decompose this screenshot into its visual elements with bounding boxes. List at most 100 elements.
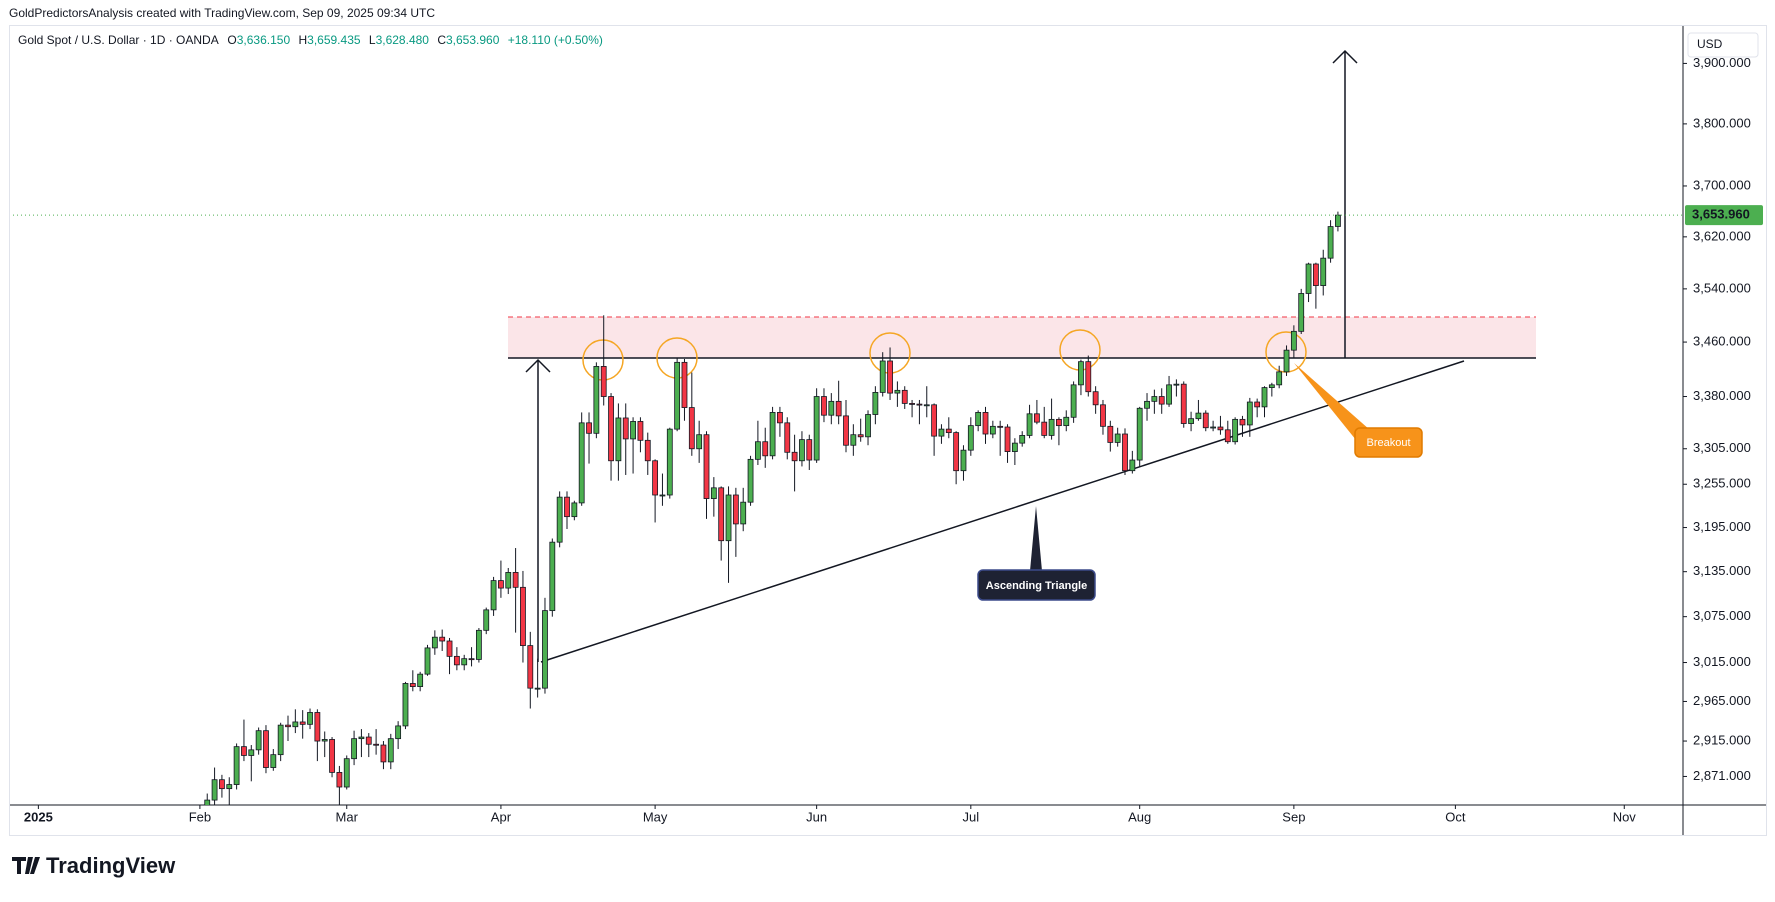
symbol: Gold Spot / U.S. Dollar · 1D · OANDA (18, 33, 219, 47)
candle-body (1232, 418, 1239, 443)
candle-body (351, 738, 357, 760)
x-tick-label: May (643, 809, 668, 824)
ohlc-value: 3,628.480 (376, 33, 430, 47)
y-tick-label: 3,460.000 (1693, 334, 1751, 349)
candle-body (321, 739, 328, 742)
candle-body (1305, 263, 1312, 294)
y-tick-label: 3,015.000 (1693, 654, 1751, 669)
y-tick-label: 3,540.000 (1693, 280, 1751, 295)
candle-body (1188, 418, 1194, 424)
candle-body (219, 779, 225, 790)
candle-body (1180, 383, 1187, 424)
y-tick-label: 3,380.000 (1693, 388, 1751, 403)
candle-body (549, 541, 556, 612)
candle-body (887, 360, 893, 394)
candle-body (409, 683, 416, 687)
candle-body (1290, 330, 1297, 351)
change: +18.110 (+0.50%) (508, 33, 603, 47)
candle-body (710, 487, 717, 499)
candle-body (292, 721, 299, 728)
y-tick-label: 3,075.000 (1693, 608, 1751, 623)
candle-body (652, 460, 659, 496)
candle-body (453, 655, 460, 666)
candle-body (1327, 226, 1334, 259)
candle-body (417, 673, 424, 687)
candle-body (718, 487, 725, 542)
candle-body (226, 784, 233, 790)
candle-body (894, 389, 901, 394)
candle-body (659, 494, 666, 497)
x-tick-label: 2025 (24, 809, 53, 824)
candle-body (1100, 404, 1106, 427)
candle-body (578, 422, 585, 504)
candle-body (777, 412, 783, 424)
candle-body (329, 739, 335, 773)
callout-pointer (1030, 506, 1042, 571)
candle-body (248, 749, 255, 756)
candle-body (688, 407, 695, 450)
candle-body (901, 389, 908, 404)
candle-body (630, 421, 636, 440)
candle-body (461, 658, 468, 666)
x-tick-label: Jul (963, 809, 980, 824)
candle-body (395, 725, 402, 740)
candle-body (556, 496, 563, 543)
candle-body (806, 439, 813, 461)
candle-body (666, 428, 673, 496)
support-trendline (540, 360, 1465, 663)
candles (10, 211, 1683, 805)
currency: USD (1697, 37, 1723, 51)
arrow-head (1332, 49, 1358, 64)
candle-body (564, 496, 570, 518)
candle-body (1312, 263, 1319, 286)
candle-body (1048, 418, 1055, 436)
candle-body (314, 712, 321, 742)
candle-body (1320, 257, 1327, 286)
candle-body (872, 391, 879, 415)
candle-body (424, 647, 431, 675)
candle-body (1056, 418, 1062, 427)
candle-body (586, 422, 592, 434)
callout-pointer (1294, 363, 1370, 440)
candle-body (1107, 425, 1114, 443)
candle-body (1261, 387, 1268, 408)
candle-body (725, 494, 732, 542)
candle-body (791, 451, 798, 462)
breakout-label: Breakout (1366, 437, 1410, 449)
candle-body (769, 412, 776, 457)
candle-body (600, 366, 607, 397)
candle-body (879, 360, 886, 393)
axes: 2,871.000 2,915.000 2,965.000 3,015.000 3,07… (24, 55, 1763, 824)
candle-body (1136, 407, 1143, 461)
candle-body (1173, 383, 1180, 386)
y-tick-label: 3,195.000 (1693, 519, 1751, 534)
candle-body (1092, 391, 1099, 406)
candle-body (835, 400, 842, 417)
y-tick-label: 3,255.000 (1693, 476, 1751, 491)
x-tick-label: Oct (1445, 809, 1466, 824)
candle-body (1026, 413, 1033, 436)
candle-body (857, 434, 864, 438)
candle-body (821, 396, 827, 416)
candle-body (431, 636, 438, 649)
candle-body (520, 586, 526, 647)
candle-body (747, 458, 754, 503)
candle-body (967, 425, 974, 451)
candle-body (975, 412, 982, 427)
x-tick-label: Sep (1282, 809, 1305, 824)
symbol-line: Gold Spot / U.S. Dollar · 1D · OANDA O3,… (18, 33, 603, 47)
candle-body (1070, 384, 1077, 418)
candle-body (241, 746, 247, 756)
candle-body (1335, 214, 1341, 227)
candle-body (1011, 442, 1018, 452)
candle-body (336, 771, 343, 788)
candle-body (953, 432, 960, 472)
y-tick-label: 2,965.000 (1693, 693, 1751, 708)
candle-body (446, 640, 453, 657)
y-tick-label: 3,135.000 (1693, 563, 1751, 578)
currency-button[interactable] (1687, 32, 1759, 58)
last-price-label: 3,653.960 (1692, 207, 1750, 222)
candle-body (681, 361, 688, 408)
